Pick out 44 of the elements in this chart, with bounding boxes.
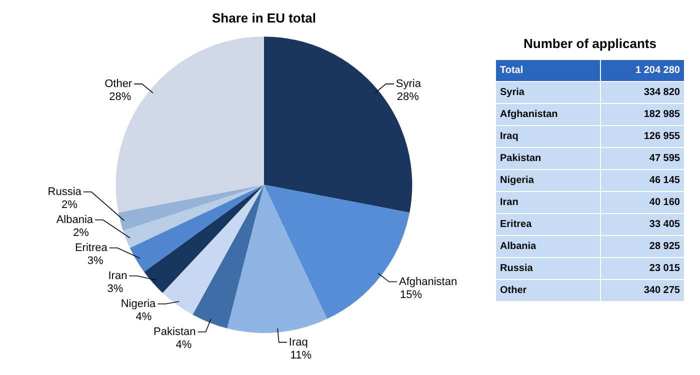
data-label: 2% [73,226,90,239]
data-label: 40 160 [600,192,684,214]
category-label: Albania [496,236,600,258]
slice-label: Nigeria [120,298,157,310]
slice-label: Eritrea [74,242,108,254]
text: Number of applicants [522,36,658,51]
data-label: 4% [176,338,192,351]
category-label: Afghanistan [496,104,600,126]
data-label: 28% [109,90,132,103]
data-label: 1 204 280 [600,60,684,82]
category-label: Syria [496,82,600,104]
slice-label: Albania [56,214,94,226]
category-label: Pakistan [496,148,600,170]
data-label: 4% [136,310,152,323]
data-label: 11% [290,349,312,362]
data-label: 3% [107,282,124,295]
data-label: 28 925 [600,236,684,258]
data-label: 340 275 [600,280,684,302]
data-label: 46 145 [600,170,684,192]
category-label: Iran [496,192,600,214]
slice-label: Other [104,78,132,90]
data-label: 28% [396,90,420,103]
category-label: Other [496,280,600,302]
data-label: 126 955 [600,126,684,148]
category-label: Russia [496,258,600,280]
data-label: 334 820 [600,82,684,104]
data-label: 15% [400,288,422,301]
slice-label: Iraq [288,336,308,348]
category-label: Eritrea [496,214,600,236]
slice-label: Pakistan [154,326,196,338]
category-label: Iraq [496,126,600,148]
chart-title: Share in EU total [212,10,316,26]
data-label: 23 015 [600,258,684,280]
data-label: 2% [61,198,78,211]
data-label: 47 595 [600,148,684,170]
data-label: 3% [87,254,104,267]
data-label: 182 985 [600,104,684,126]
data-label: 33 405 [600,214,684,236]
slice-label: Syria [396,78,422,90]
category-label: Total [496,60,600,82]
slice-label: Russia [48,186,82,198]
slice-label: Afghanistan [399,276,458,288]
category-label: Nigeria [496,170,600,192]
slice-label: Iran [108,270,128,282]
